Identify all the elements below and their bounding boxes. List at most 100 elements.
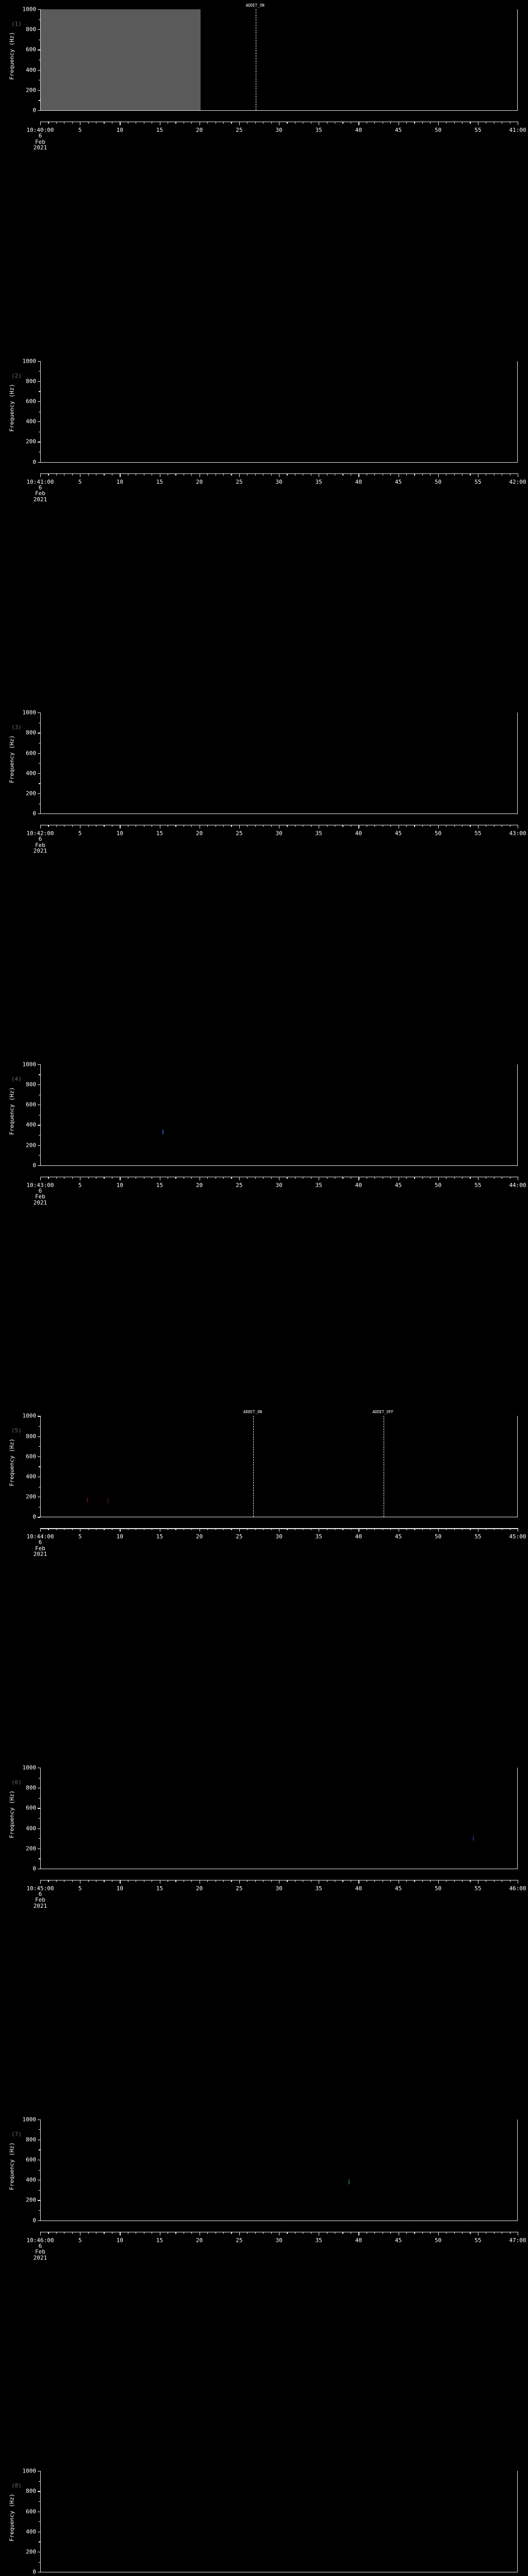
panel-inner: (6) Frequency (Hz) 0 200 400 600 800 1000 10:45:… bbox=[0, 1758, 528, 1934]
panel-inner: (8)Frequency (Hz)0200400600800100010:47:… bbox=[0, 2462, 528, 2576]
x-tick-mark-minor bbox=[72, 1176, 73, 1179]
x-tick-mark-minor bbox=[247, 122, 248, 124]
x-tick-mark-minor bbox=[207, 1528, 208, 1531]
x-axis-date-line: Feb bbox=[35, 1896, 45, 1904]
x-tick-mark-minor bbox=[223, 122, 224, 124]
x-tick-mark-minor bbox=[88, 2231, 89, 2234]
y-tick-mark-minor bbox=[38, 2481, 40, 2482]
x-tick-label: 42:00 bbox=[509, 478, 526, 485]
y-tick-label: 600 bbox=[26, 750, 36, 757]
x-tick-label: 35 bbox=[315, 2236, 322, 2244]
y-tick-mark bbox=[38, 753, 40, 754]
x-tick-label: 10:40:00 bbox=[26, 127, 54, 133]
spectrogram-panel: (5) Frequency (Hz) 0 200 400 600 800 1000 ADDET_… bbox=[0, 1406, 528, 1582]
y-tick-label: 0 bbox=[32, 1865, 36, 1872]
panel-number: (1) bbox=[11, 21, 22, 27]
x-tick-label: 50 bbox=[435, 478, 442, 485]
x-tick-label: 35 bbox=[315, 1885, 322, 1892]
spectrogram-panel: (4) Frequency (Hz) 0 200 400 600 800 1000 10:43:… bbox=[0, 1055, 528, 1231]
y-tick-label: 400 bbox=[26, 770, 36, 777]
x-tick-mark-minor bbox=[390, 825, 391, 827]
x-tick-mark-minor bbox=[422, 825, 423, 827]
x-tick-label: 10 bbox=[116, 2236, 123, 2244]
panel-number: (7) bbox=[11, 2130, 22, 2138]
x-tick-label: 41:00 bbox=[509, 127, 526, 133]
x-tick-label: 5 bbox=[78, 830, 82, 837]
x-tick-mark-minor bbox=[446, 2231, 447, 2234]
x-tick-label: 5 bbox=[78, 478, 82, 485]
x-tick-mark-minor bbox=[255, 825, 256, 827]
x-tick-label: 35 bbox=[315, 127, 322, 133]
y-tick-mark-minor bbox=[38, 1155, 40, 1156]
x-axis-date-line: 6 bbox=[38, 1539, 42, 1546]
x-tick-mark-minor bbox=[422, 1879, 423, 1882]
x-tick-mark-minor bbox=[72, 473, 73, 476]
spectrogram-panel: (7) Frequency (Hz) 0 200 400 600 800 1000 10:46:… bbox=[0, 2110, 528, 2286]
plot-right-edge bbox=[517, 9, 518, 110]
x-tick-mark-minor bbox=[207, 1176, 208, 1179]
x-tick-label: 15 bbox=[156, 1533, 163, 1540]
x-tick-label: 10:41:00 bbox=[26, 478, 54, 485]
y-tick-label: 800 bbox=[26, 26, 36, 33]
x-tick-mark-minor bbox=[88, 1528, 89, 1531]
x-tick-mark-minor bbox=[461, 1176, 463, 1179]
x-tick-mark-minor bbox=[461, 825, 463, 827]
y-tick-label: 400 bbox=[26, 66, 36, 74]
y-tick-mark bbox=[38, 1165, 40, 1166]
x-tick-label: 20 bbox=[196, 127, 203, 133]
y-tick-mark-minor bbox=[38, 2149, 40, 2150]
x-tick-label: 45 bbox=[394, 2236, 402, 2244]
x-tick-mark-minor bbox=[406, 122, 407, 124]
x-tick-label: 25 bbox=[236, 830, 243, 837]
plot-right-edge bbox=[517, 361, 518, 462]
plot-area bbox=[40, 713, 518, 815]
mask-block bbox=[41, 9, 201, 110]
y-tick-mark bbox=[38, 421, 40, 422]
y-tick-mark-minor bbox=[38, 2170, 40, 2171]
x-axis-date-line: 2021 bbox=[33, 1551, 47, 1558]
x-tick-mark-minor bbox=[406, 473, 407, 476]
x-tick-label: 30 bbox=[275, 1181, 283, 1189]
x-tick-mark-minor bbox=[461, 2231, 463, 2234]
x-tick-mark-minor bbox=[390, 1879, 391, 1882]
x-tick-mark bbox=[438, 1176, 439, 1180]
x-tick-label: 10:43:00 bbox=[26, 1181, 54, 1189]
x-tick-mark-minor bbox=[175, 473, 176, 476]
x-tick-label: 45 bbox=[394, 1181, 402, 1189]
x-tick-label: 45 bbox=[394, 478, 402, 485]
x-tick-mark-minor bbox=[56, 1528, 57, 1531]
x-tick-mark-minor bbox=[342, 1528, 343, 1531]
y-tick-label: 800 bbox=[26, 729, 36, 736]
x-tick-label: 25 bbox=[236, 478, 243, 485]
x-tick-mark-minor bbox=[255, 473, 256, 476]
x-tick-mark-minor bbox=[88, 1176, 89, 1179]
y-tick-mark bbox=[38, 401, 40, 402]
x-tick-mark-minor bbox=[207, 2231, 208, 2234]
x-axis-date-line: Feb bbox=[35, 841, 45, 849]
y-tick-label: 0 bbox=[32, 2217, 36, 2224]
y-tick-label: 1000 bbox=[22, 709, 37, 716]
y-tick-label: 0 bbox=[32, 810, 36, 817]
x-tick-mark-minor bbox=[430, 122, 431, 124]
y-tick-label: 400 bbox=[26, 2176, 36, 2183]
x-tick-mark-minor bbox=[390, 1176, 391, 1179]
x-tick-label: 30 bbox=[275, 478, 283, 485]
y-tick-mark-minor bbox=[38, 1074, 40, 1075]
x-tick-mark-minor bbox=[231, 1879, 232, 1882]
x-tick-mark-minor bbox=[454, 825, 455, 827]
y-tick-label: 1000 bbox=[22, 2467, 37, 2475]
y-tick-mark-minor bbox=[38, 2562, 40, 2563]
x-tick-mark bbox=[239, 122, 240, 125]
y-tick-mark bbox=[38, 110, 40, 111]
x-tick-mark-minor bbox=[446, 1528, 447, 1531]
x-tick-mark-minor bbox=[223, 825, 224, 827]
y-axis-label: Frequency (Hz) bbox=[3, 361, 15, 462]
x-tick-mark-minor bbox=[414, 2231, 415, 2234]
x-tick-mark-minor bbox=[430, 1176, 431, 1179]
x-tick-mark-minor bbox=[422, 122, 423, 124]
plot-area bbox=[40, 1416, 518, 1518]
x-axis-date-line: 6 bbox=[38, 1890, 42, 1897]
x-tick-mark-minor bbox=[175, 1879, 176, 1882]
x-tick-mark bbox=[438, 825, 439, 829]
x-tick-mark-minor bbox=[175, 1176, 176, 1179]
